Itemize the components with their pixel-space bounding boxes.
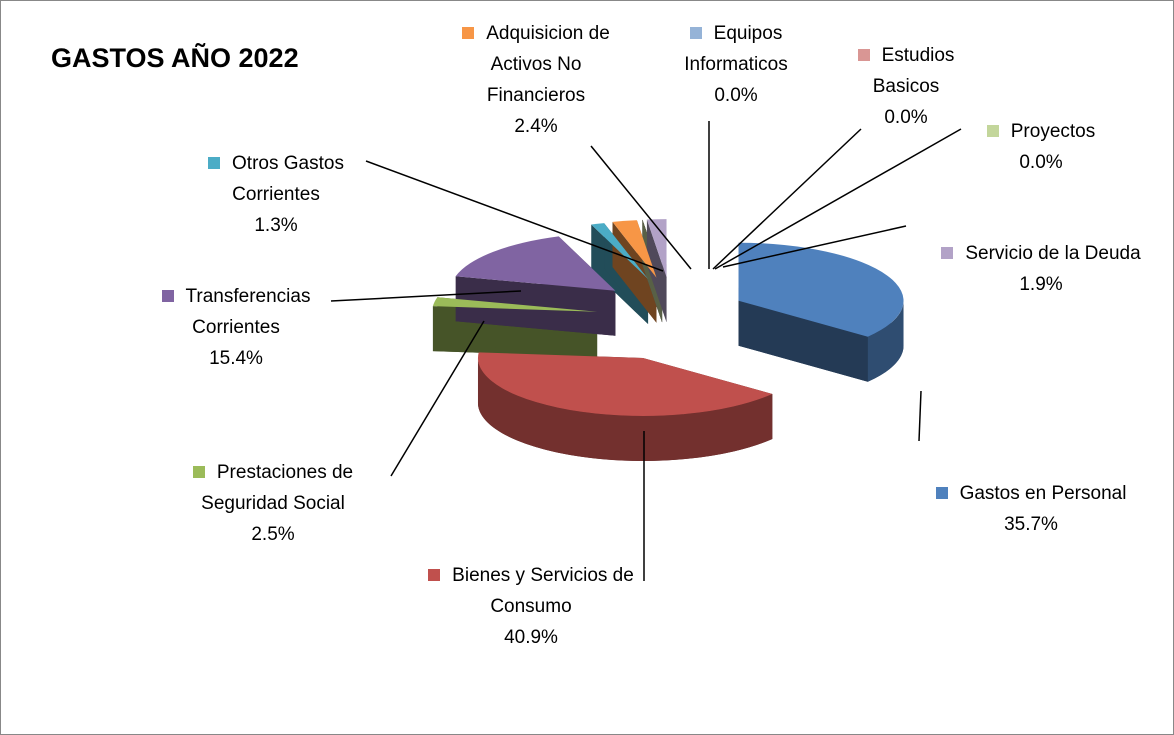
slice-side xyxy=(477,357,773,461)
category-label: Adquisicion de Activos No Financieros xyxy=(486,23,610,106)
slice-label: Transferencias Corrientes 15.4% xyxy=(141,281,331,374)
slice-label: Gastos en Personal 35.7% xyxy=(906,478,1156,540)
value-label: 35.7% xyxy=(1004,514,1058,535)
category-label: Equipos Informaticos xyxy=(684,23,788,75)
leader-line xyxy=(714,128,962,270)
legend-swatch xyxy=(192,466,205,478)
category-label: Estudios Basicos xyxy=(872,45,955,97)
slice-side xyxy=(867,300,904,382)
slice xyxy=(432,297,598,312)
legend-swatch xyxy=(208,157,221,169)
category-label: Prestaciones de Seguridad Social xyxy=(201,462,354,514)
value-label: 15.4% xyxy=(209,348,263,369)
leader-line xyxy=(365,160,664,272)
slice-face xyxy=(646,219,667,323)
legend-swatch xyxy=(428,569,441,581)
leader-line xyxy=(918,390,922,442)
slice-face xyxy=(612,221,657,323)
slice-label: Adquisicion de Activos No Financieros 2.4… xyxy=(454,18,619,142)
leader-line xyxy=(330,290,522,302)
legend-swatch xyxy=(986,125,999,137)
slice xyxy=(612,220,657,278)
leader-line xyxy=(712,128,862,270)
leader-line xyxy=(722,225,907,268)
legend-swatch xyxy=(857,49,870,61)
legend-swatch xyxy=(935,487,948,499)
slice-face xyxy=(738,300,868,382)
slice-label: Otros Gastos Corrientes 1.3% xyxy=(191,148,361,241)
legend-swatch xyxy=(462,27,475,39)
value-label: 0.0% xyxy=(884,107,928,128)
legend-swatch xyxy=(161,290,174,302)
value-label: 0.0% xyxy=(1019,152,1063,173)
value-label: 1.9% xyxy=(1019,274,1063,295)
slice-label: Servicio de la Deuda 1.9% xyxy=(916,238,1166,300)
slice xyxy=(738,242,904,337)
value-label: 1.3% xyxy=(254,215,298,236)
legend-swatch xyxy=(941,247,954,259)
legend-swatch xyxy=(689,27,702,39)
slice-label: Equipos Informaticos 0.0% xyxy=(666,18,806,111)
category-label: Gastos en Personal xyxy=(959,483,1127,504)
leader-line xyxy=(590,145,692,270)
value-label: 40.9% xyxy=(504,627,558,648)
value-label: 2.4% xyxy=(514,116,558,137)
category-label: Bienes y Servicios de Consumo xyxy=(452,565,634,617)
slice xyxy=(477,352,773,416)
slice xyxy=(591,223,649,280)
value-label: 2.5% xyxy=(251,524,295,545)
slice xyxy=(455,236,616,291)
category-label: Otros Gastos Corrientes xyxy=(232,153,344,205)
chart-title: GASTOS AÑO 2022 xyxy=(51,43,299,73)
leader-line xyxy=(390,320,485,477)
slice-label: Estudios Basicos 0.0% xyxy=(846,40,966,133)
value-label: 0.0% xyxy=(714,85,758,106)
category-label: Transferencias Corrientes xyxy=(185,286,311,338)
slice-label: Bienes y Servicios de Consumo 40.9% xyxy=(416,560,646,653)
slice-label: Proyectos 0.0% xyxy=(956,116,1126,178)
category-label: Proyectos xyxy=(1010,121,1096,142)
category-label: Servicio de la Deuda xyxy=(965,243,1141,264)
slice-label: Prestaciones de Seguridad Social 2.5% xyxy=(173,457,373,550)
